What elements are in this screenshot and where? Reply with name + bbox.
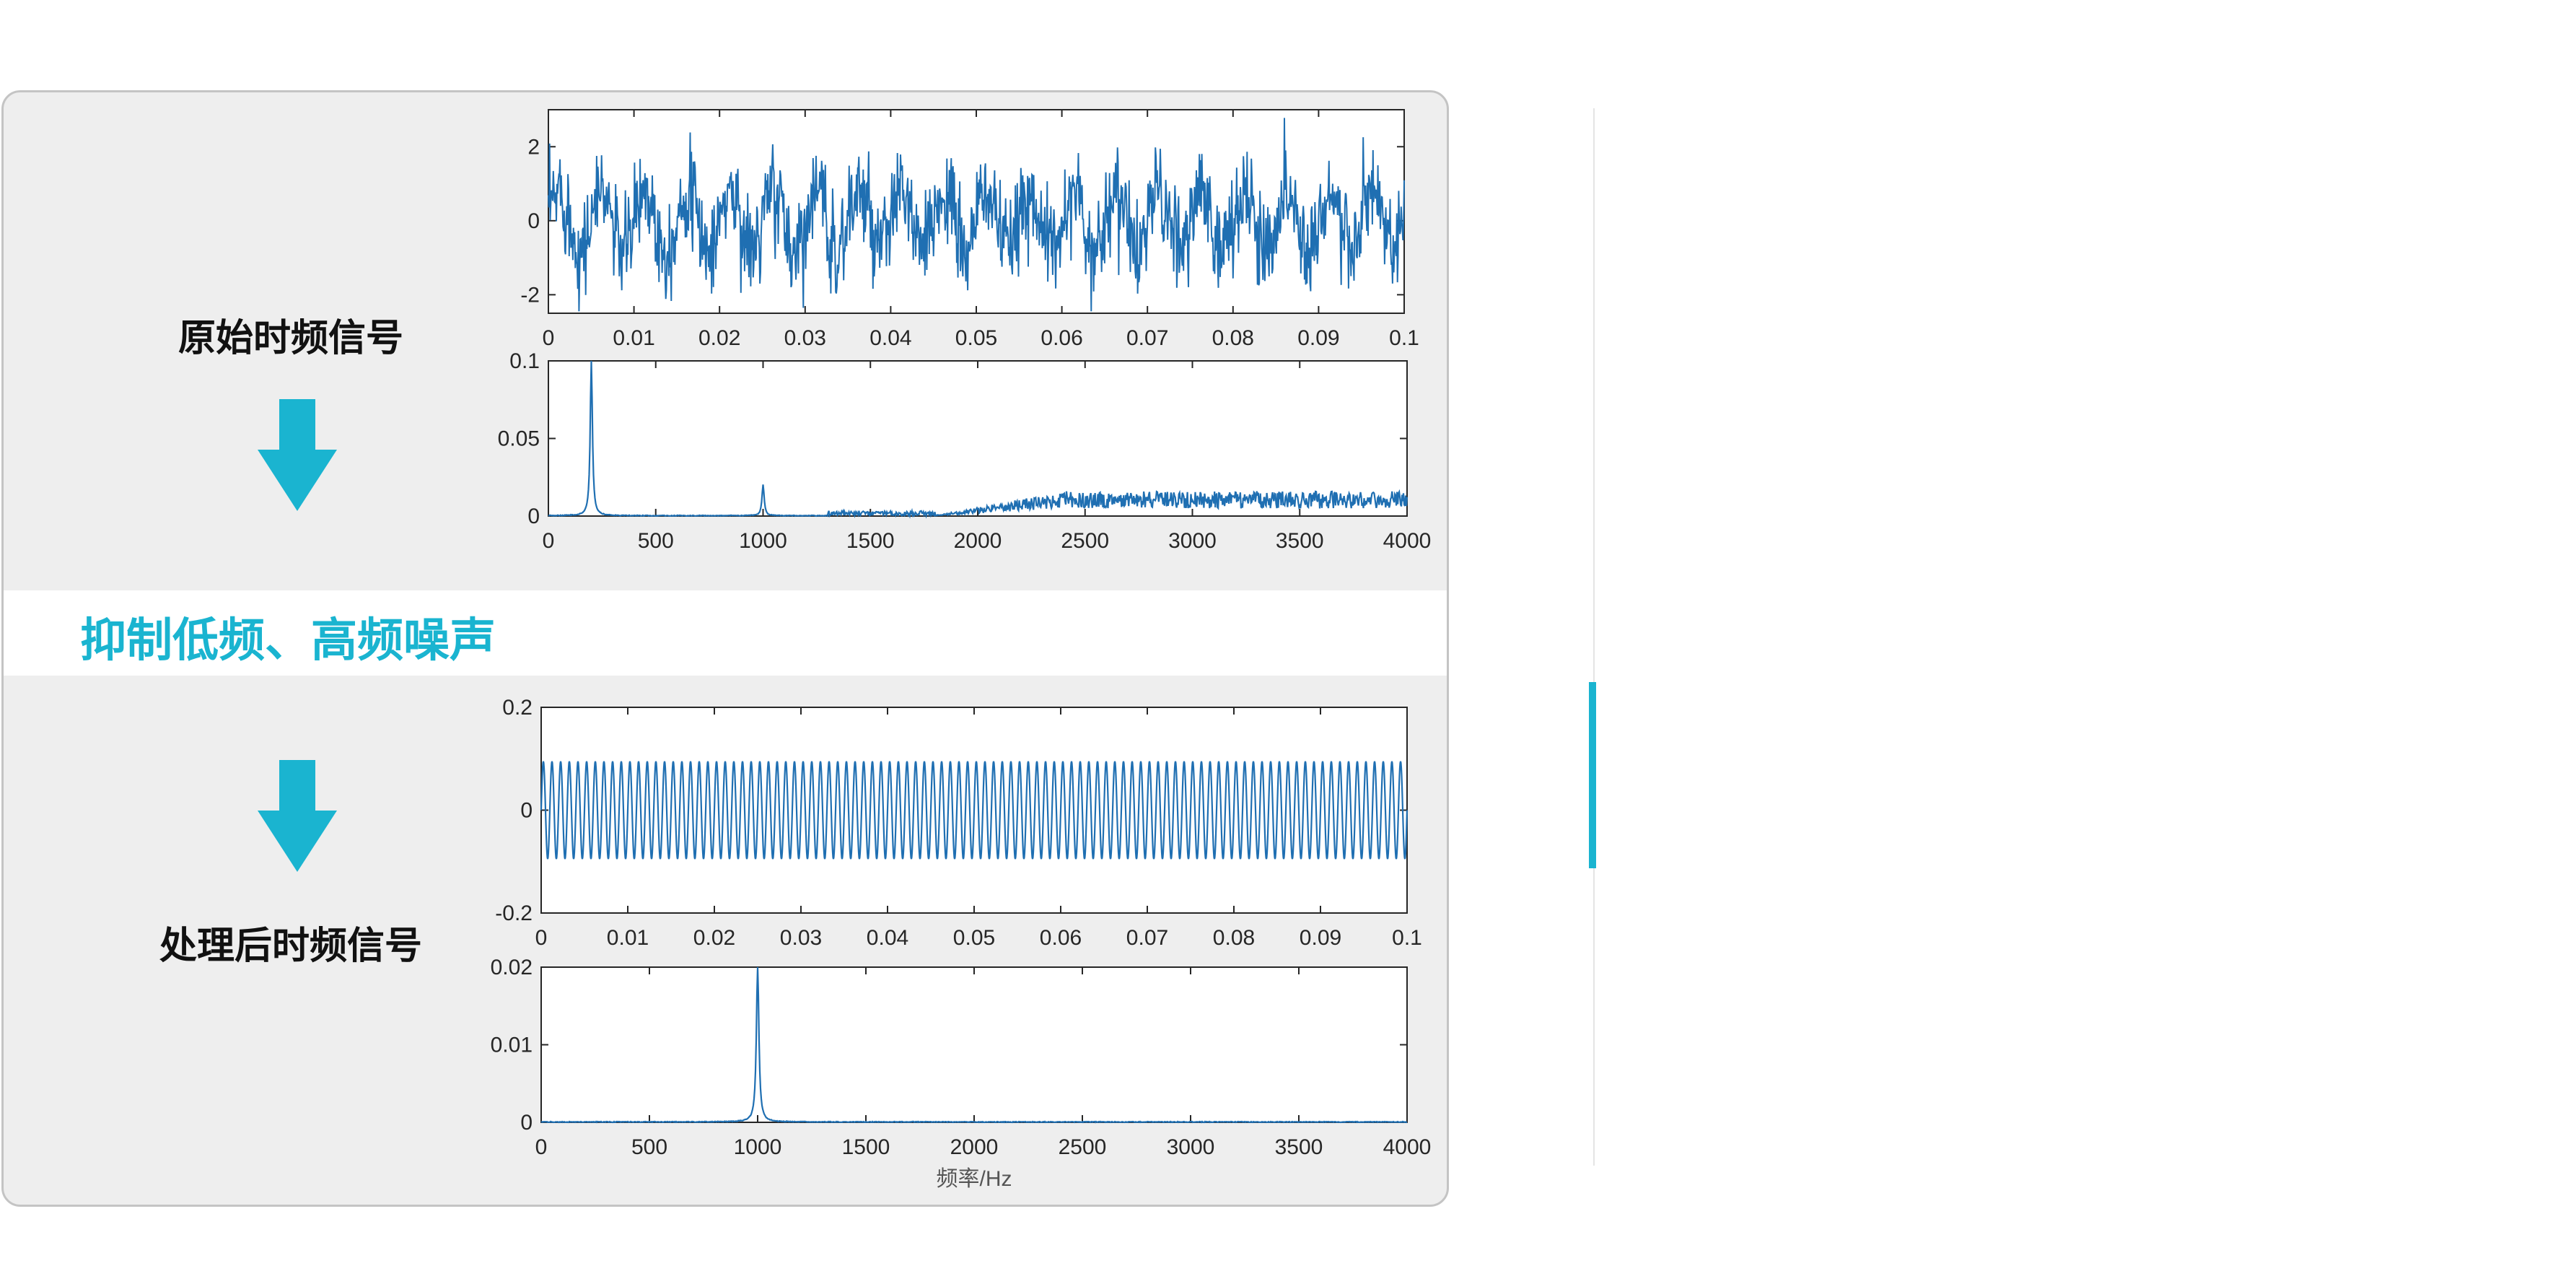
processed-signal-label: 处理后时频信号 xyxy=(159,925,423,968)
filter-band: 抑制低频、高频噪声 xyxy=(4,590,1447,676)
x-tick-label: 0.02 xyxy=(698,326,740,350)
x-tick-label: 500 xyxy=(638,529,674,553)
x-tick-label: 0.05 xyxy=(953,926,995,950)
y-tick-label: 0 xyxy=(520,1111,533,1135)
y-tick-label: 0.1 xyxy=(509,349,540,373)
y-tick-label: 0.02 xyxy=(491,956,533,979)
x-tick-label: 0.04 xyxy=(867,926,908,950)
x-tick-label: 4000 xyxy=(1383,529,1432,553)
x-tick-label: 4000 xyxy=(1383,1135,1432,1159)
x-tick-label: 0.09 xyxy=(1297,326,1339,350)
x-tick-label: 0.03 xyxy=(780,926,822,950)
y-tick-label: -0.2 xyxy=(495,901,533,925)
arrow-down-icon xyxy=(258,760,337,872)
y-tick-label: 2 xyxy=(527,135,540,159)
x-tick-label: 2500 xyxy=(1061,529,1109,553)
arrow-down-icon xyxy=(258,399,337,511)
scroll-indicator[interactable] xyxy=(1589,682,1596,868)
x-tick-label: 1000 xyxy=(739,529,787,553)
series-line xyxy=(540,966,1408,1124)
x-tick-label: 0.08 xyxy=(1212,326,1254,350)
x-axis-label: 频率/Hz xyxy=(937,1167,1012,1191)
x-tick-label: 0.08 xyxy=(1213,926,1255,950)
x-tick-label: 0.07 xyxy=(1126,926,1168,950)
plot-area xyxy=(540,966,1408,1123)
x-tick-label: 0 xyxy=(543,326,555,350)
x-tick-label: 0.04 xyxy=(869,326,911,350)
x-tick-label: 2000 xyxy=(954,529,1002,553)
x-tick-label: 0.01 xyxy=(613,326,654,350)
x-tick-label: 0.07 xyxy=(1126,326,1168,350)
x-tick-label: 2500 xyxy=(1059,1135,1107,1159)
x-tick-label: 0.06 xyxy=(1040,926,1082,950)
x-tick-label: 0.03 xyxy=(784,326,826,350)
x-tick-label: 0.06 xyxy=(1041,326,1082,350)
y-tick-label: 0.2 xyxy=(502,696,533,720)
series-line xyxy=(548,360,1409,519)
x-tick-label: 1500 xyxy=(846,529,895,553)
y-tick-label: 0 xyxy=(520,799,533,823)
x-tick-label: 0.01 xyxy=(607,926,649,950)
x-tick-label: 0.1 xyxy=(1389,326,1419,350)
x-tick-label: 0.02 xyxy=(693,926,735,950)
plot-area xyxy=(548,360,1408,517)
filter-description: 抑制低频、高频噪声 xyxy=(80,614,496,668)
y-tick-label: 0 xyxy=(527,505,540,528)
series-line xyxy=(540,761,1409,860)
original-signal-label: 原始时频信号 xyxy=(178,317,404,360)
x-tick-label: 1500 xyxy=(842,1135,890,1159)
x-tick-label: 3500 xyxy=(1276,529,1324,553)
x-tick-label: 0 xyxy=(535,926,548,950)
x-tick-label: 3500 xyxy=(1275,1135,1323,1159)
x-tick-label: 0.09 xyxy=(1300,926,1341,950)
x-tick-label: 0 xyxy=(543,529,555,553)
charts-canvas: 0 0.01 0.02 0.03 0.04 0.05 0.06 0.07 0.08 0.09 0.1… xyxy=(491,109,1432,1191)
x-tick-label: 500 xyxy=(631,1135,667,1159)
series-line xyxy=(548,118,1405,312)
y-tick-label: 0.01 xyxy=(491,1034,533,1057)
x-tick-label: 3000 xyxy=(1167,1135,1215,1159)
x-tick-label: 0.05 xyxy=(955,326,997,350)
x-tick-label: 2000 xyxy=(950,1135,999,1159)
y-tick-label: 0 xyxy=(527,209,540,233)
vertical-divider xyxy=(1593,108,1595,1166)
y-tick-label: -2 xyxy=(520,283,540,307)
x-tick-label: 3000 xyxy=(1168,529,1217,553)
x-tick-label: 1000 xyxy=(734,1135,782,1159)
x-tick-label: 0.1 xyxy=(1392,926,1422,950)
x-tick-label: 0 xyxy=(535,1135,548,1159)
y-tick-label: 0.05 xyxy=(498,427,540,451)
